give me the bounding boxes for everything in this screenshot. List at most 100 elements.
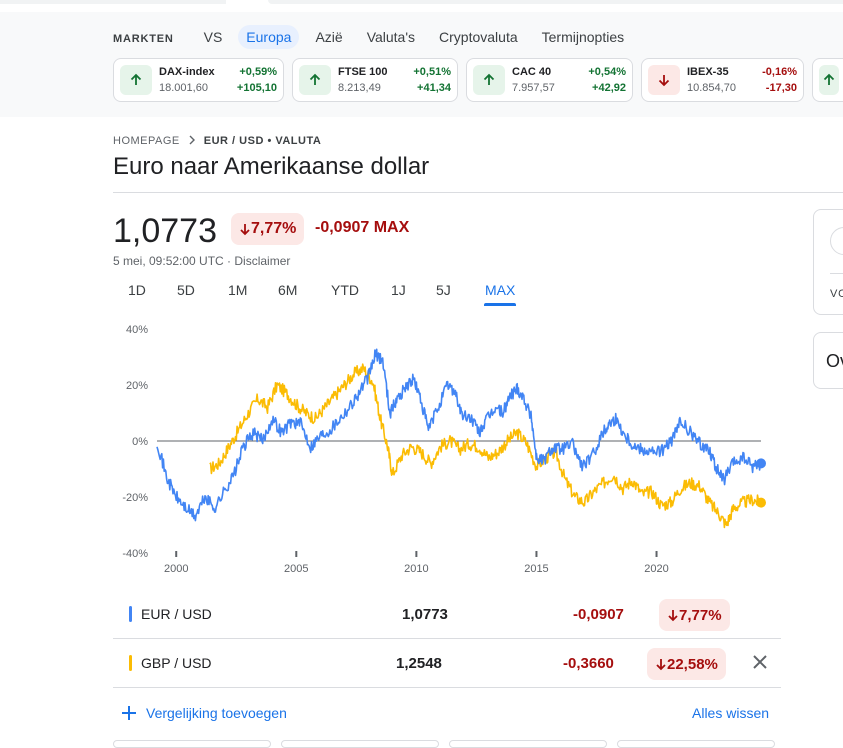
breadcrumb-home[interactable]: HOMEPAGE [113,135,180,147]
remove-comparison-close-icon[interactable] [749,652,771,674]
comparison-pct-badge: 22,58% [647,648,726,680]
arrow-down-icon [240,224,250,236]
ticker-row: DAX-index 18.001,60 +0,59% +105,10 FTSE … [113,58,843,102]
y-tick-label: -40% [122,548,148,560]
comparison-row-gbpusd[interactable]: GBP / USD 1,2548 -0,3660 22,58% [113,639,781,688]
tab-valuta[interactable]: Valuta's [366,29,416,45]
x-tick-label: 2010 [404,563,428,575]
tab-cryptovaluta[interactable]: Cryptovaluta [439,29,518,45]
series-end-dot [756,458,766,469]
circle-icon [830,227,843,255]
ticker-pct: -0,16% [762,66,797,78]
comparison-row-eurusd[interactable]: EUR / USD 1,0773 -0,0907 7,77% [113,590,781,639]
side-card-overview[interactable]: Ov [813,332,843,389]
x-tick-label: 2005 [284,563,308,575]
page-title: Euro naar Amerikaanse dollar [113,153,430,180]
abs-change: -0,0907 MAX [315,219,410,236]
y-tick-label: 0% [132,436,148,448]
top-strip [0,0,843,14]
x-tick-label: 2000 [164,563,188,575]
range-1d[interactable]: 1D [128,282,146,298]
tab-azie[interactable]: Azië [315,29,343,45]
ticker-price: 10.854,70 [687,82,736,94]
ticker-name: FTSE 100 [338,66,388,78]
range-1j[interactable]: 1J [391,282,406,298]
timestamp-disclaimer: 5 mei, 09:52:00 UTC · Disclaimer [113,254,291,268]
range-max[interactable]: MAX [483,282,517,306]
range-1m[interactable]: 1M [228,282,248,298]
ticker-price: 7.957,57 [512,82,555,94]
add-comparison-label: Vergelijking toevoegen [146,705,287,721]
breadcrumb-current: EUR / USD • VALUTA [203,135,322,147]
x-tick-label: 2015 [524,563,548,575]
side-card[interactable]: VO [813,209,843,315]
arrow-up-icon [299,65,331,95]
top-strip-segment [0,0,226,4]
range-5j[interactable]: 5J [436,282,451,298]
tab-vs[interactable]: VS [203,29,223,45]
range-ytd[interactable]: YTD [331,282,359,298]
tab-termijnopties[interactable]: Termijnopties [541,29,625,45]
comparison-pct: 22,58% [667,655,718,673]
ticker-pct: +0,59% [239,66,277,78]
pct-change-value: 7,77% [251,220,297,237]
divider [113,192,843,193]
ticker-abs: +41,34 [417,82,451,94]
comparison-value: 1,2548 [396,655,442,672]
ticker-card-partial[interactable] [812,58,843,102]
bottom-card[interactable] [449,740,607,748]
bottom-card[interactable] [113,740,271,748]
series-line [156,348,762,522]
comparison-name: GBP / USD [141,655,212,671]
series-end-dot [756,497,766,508]
comparison-pct: 7,77% [679,606,722,624]
comparison-value: 1,0773 [402,606,448,623]
ticker-card-ftse[interactable]: FTSE 100 8.213,49 +0,51% +41,34 [292,58,458,102]
ticker-name: DAX-index [159,66,215,78]
current-price: 1,0773 [113,212,217,250]
comparison-name: EUR / USD [141,606,212,622]
add-comparison-button[interactable]: Vergelijking toevoegen [122,703,287,723]
ticker-card-ibex[interactable]: IBEX-35 10.854,70 -0,16% -17,30 [641,58,804,102]
comparison-pct-badge: 7,77% [659,599,730,631]
markets-nav: MARKTEN VS Europa Azië Valuta's Cryptova… [113,24,640,50]
tab-europa[interactable]: Europa [238,25,300,49]
ticker-abs: -17,30 [765,82,797,94]
series-line [209,363,762,529]
arrow-up-icon [819,65,839,95]
arrow-down-icon [648,65,680,95]
ticker-pct: +0,54% [588,66,626,78]
pct-change-badge: 7,77% [231,213,305,245]
arrow-up-icon [120,65,152,95]
range-6m[interactable]: 6M [278,282,298,298]
y-tick-label: -20% [122,492,148,504]
range-5d[interactable]: 5D [177,282,195,298]
y-tick-label: 20% [126,380,148,392]
markets-label: MARKTEN [113,33,174,45]
ticker-card-cac[interactable]: CAC 40 7.957,57 +0,54% +42,92 [466,58,633,102]
ticker-pct: +0,51% [413,66,451,78]
price-chart[interactable]: 40% 20% 0% -20% -40% 2000 2005 2010 2015 2020 [113,318,783,583]
ticker-name: IBEX-35 [687,66,729,78]
clear-all-button[interactable]: Alles wissen [692,705,770,721]
breadcrumb: HOMEPAGE EUR / USD • VALUTA [113,134,321,148]
divider [830,273,843,274]
arrow-down-icon [656,659,666,671]
chevron-right-icon [188,134,196,148]
bottom-card[interactable] [281,740,439,748]
ticker-price: 8.213,49 [338,82,381,94]
series-color-swatch [129,655,132,671]
side-card-label: Ov [826,351,843,371]
bottom-card[interactable] [617,740,775,748]
ticker-card-dax[interactable]: DAX-index 18.001,60 +0,59% +105,10 [113,58,284,102]
arrow-down-icon [668,610,678,622]
comparison-change: -0,0907 [573,606,624,623]
bottom-cards [113,740,785,748]
side-card-label: VO [830,288,843,300]
ticker-price: 18.001,60 [159,82,208,94]
comparison-change: -0,3660 [563,655,614,672]
series-color-swatch [129,606,132,622]
search-bar-edge[interactable] [268,0,843,4]
ticker-name: CAC 40 [512,66,552,78]
x-tick-label: 2020 [644,563,668,575]
